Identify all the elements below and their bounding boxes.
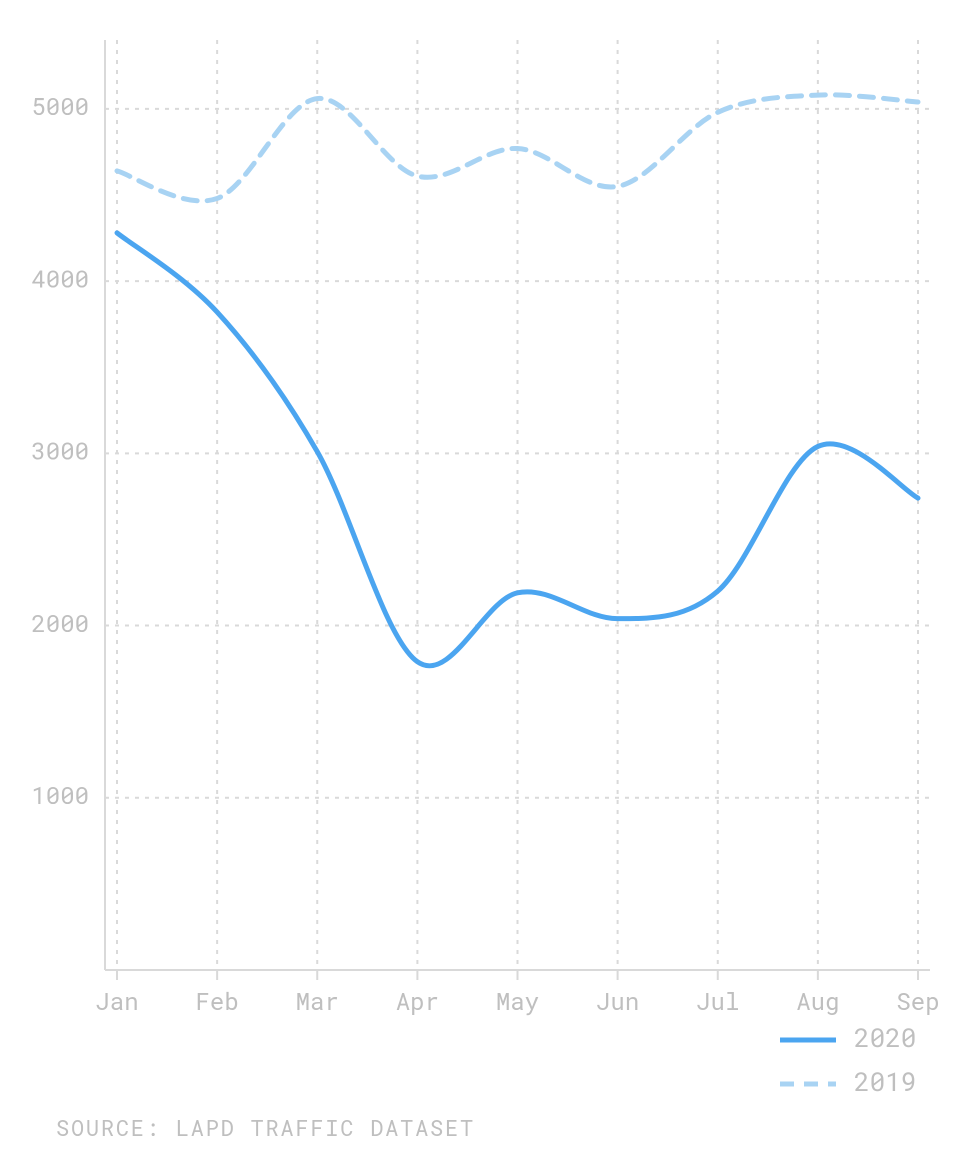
x-tick-label: Mar: [296, 985, 339, 1017]
source-attribution: SOURCE: LAPD TRAFFIC DATASET: [56, 1113, 475, 1142]
x-tick-label: Jul: [696, 985, 739, 1017]
line-chart: 1000 2000 3000 4000 5000 Jan Feb Mar Apr May Jun Ju…: [0, 0, 974, 1168]
x-tick-label: Jan: [95, 985, 138, 1017]
x-tick-label: Apr: [396, 985, 439, 1017]
legend-label-2020: 2020: [854, 1021, 916, 1055]
legend-label-2019: 2019: [854, 1065, 916, 1099]
x-tick-label: Aug: [796, 985, 839, 1017]
y-tick-label: 3000: [31, 435, 89, 467]
y-tick-label: 1000: [31, 779, 89, 811]
y-tick-label: 4000: [31, 262, 89, 294]
x-tick-label: Sep: [896, 985, 939, 1017]
chart-container: { "chart": { "type": "line", "width": 97…: [0, 0, 974, 1168]
y-tick-label: 5000: [31, 90, 89, 122]
x-tick-label: Jun: [596, 985, 639, 1017]
x-tick-label: May: [496, 985, 539, 1017]
y-tick-label: 2000: [31, 607, 89, 639]
x-tick-label: Feb: [196, 985, 239, 1017]
